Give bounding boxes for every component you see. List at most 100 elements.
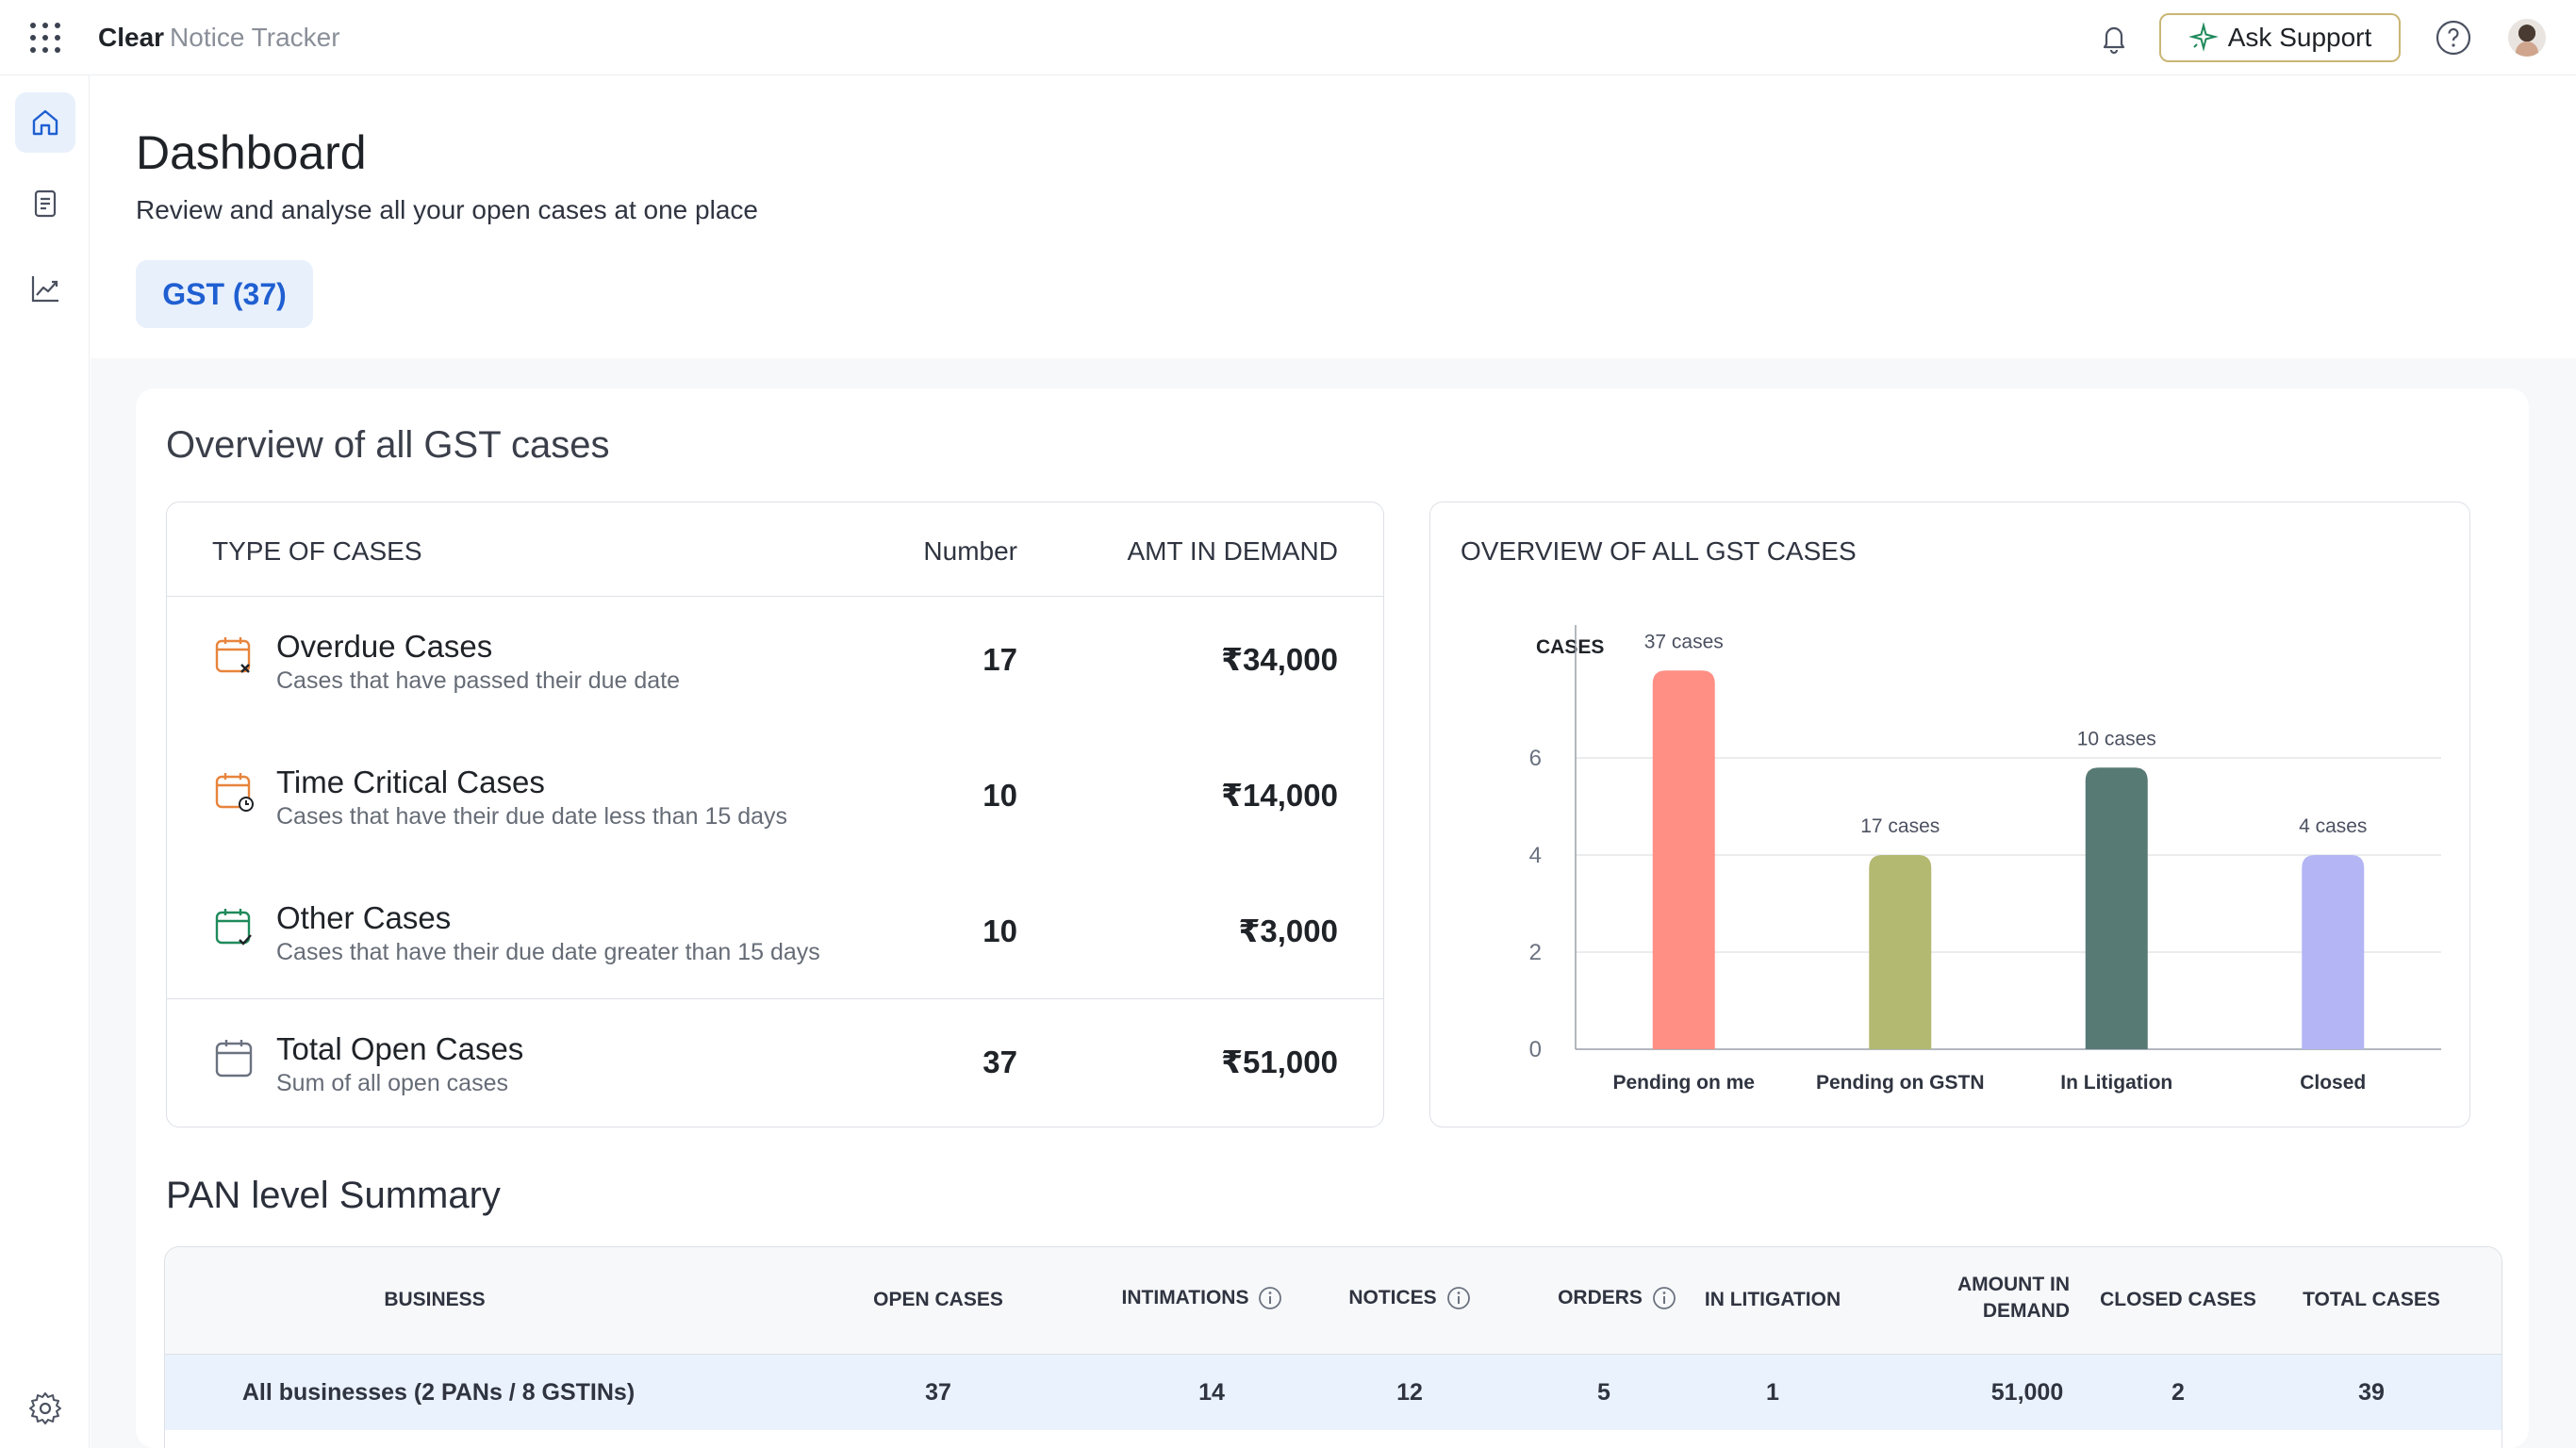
- col-in-litigation: IN LITIGATION: [1627, 1287, 1919, 1313]
- col-orders-label: ORDERS: [1558, 1287, 1643, 1308]
- col-amount-label: AMOUNT IN DEMAND: [1957, 1274, 2070, 1322]
- calendar-icon: [214, 1037, 256, 1080]
- case-amount: ₹3,000: [1238, 913, 1338, 948]
- case-desc: Cases that have passed their due date: [276, 667, 681, 694]
- col-total-cases: TOTAL CASES: [2277, 1287, 2466, 1313]
- data-label: 17 cases: [1860, 815, 1940, 837]
- bar-chart: CASES 0 2 4 6 37 cases Pending on me 17 cases Pe…: [1529, 625, 2441, 1094]
- table-header: TYPE OF CASES Number AMT IN DEMAND: [167, 502, 1383, 597]
- tab-gst[interactable]: GST (37): [136, 260, 313, 328]
- case-amount: ₹14,000: [1221, 778, 1338, 813]
- sidebar-item-analytics[interactable]: [15, 258, 75, 319]
- data-label: 37 cases: [1644, 631, 1724, 652]
- notification-bell-icon[interactable]: [2095, 19, 2133, 57]
- cell-in-litigation: 1: [1766, 1379, 1779, 1406]
- cell-business: All businesses (2 PANs / 8 GSTINs): [241, 1379, 636, 1406]
- sidebar-item-notices[interactable]: [15, 173, 75, 234]
- case-number: 10: [983, 913, 1017, 948]
- case-name: Total Open Cases: [276, 1031, 524, 1066]
- header-number: Number: [923, 536, 1017, 566]
- pan-summary-table: BUSINESS OPEN CASES INTIMATIONS NOTICES …: [164, 1246, 2502, 1448]
- brand-logo[interactable]: Clear Notice Tracker: [98, 21, 340, 55]
- y-tick-label: 6: [1529, 746, 1542, 771]
- x-tick-label: Closed: [2300, 1072, 2366, 1094]
- bar-pending-on-me: [1652, 670, 1715, 1049]
- col-intimations[interactable]: INTIMATIONS: [1042, 1285, 1362, 1311]
- col-total-cases-label: TOTAL CASES: [2303, 1289, 2440, 1310]
- cell-closed-cases: 2: [2171, 1379, 2185, 1406]
- data-label: 4 cases: [2299, 815, 2367, 837]
- pan-summary-title: PAN level Summary: [166, 1175, 501, 1216]
- ask-support-button[interactable]: Ask Support: [2159, 13, 2401, 62]
- chart-title: OVERVIEW OF ALL GST CASES: [1461, 536, 1857, 566]
- overview-title: Overview of all GST cases: [166, 424, 610, 466]
- cell-open-cases: 37: [925, 1379, 951, 1406]
- calendar-check-icon: [214, 906, 256, 949]
- col-notices[interactable]: NOTICES: [1268, 1285, 1551, 1311]
- sidebar-item-home[interactable]: [15, 92, 75, 153]
- case-name: Time Critical Cases: [276, 765, 545, 799]
- chart-line-icon: [31, 276, 58, 303]
- y-tick-label: 2: [1529, 940, 1542, 965]
- calendar-clock-icon: [214, 770, 256, 814]
- page-title: Dashboard: [136, 126, 367, 179]
- y-axis-title: CASES: [1536, 636, 1604, 658]
- bar-in-litigation: [2085, 767, 2148, 1049]
- x-tick-label: Pending on GSTN: [1816, 1072, 1985, 1094]
- col-amount-in-demand: AMOUNT IN DEMAND: [1919, 1272, 2070, 1325]
- case-number: 17: [983, 642, 1017, 677]
- case-row-time-critical[interactable]: Time Critical Cases Cases that have thei…: [167, 732, 1383, 861]
- app-grid-icon[interactable]: [28, 21, 62, 55]
- header-amount: AMT IN DEMAND: [1127, 536, 1339, 566]
- cell-notices: 12: [1396, 1379, 1423, 1406]
- help-icon[interactable]: [2435, 19, 2472, 57]
- pan-table-header: BUSINESS OPEN CASES INTIMATIONS NOTICES …: [165, 1247, 2502, 1355]
- case-number: 37: [983, 1045, 1017, 1079]
- top-bar: Clear Notice Tracker Ask Support: [0, 0, 2576, 75]
- header-type: TYPE OF CASES: [212, 536, 422, 566]
- case-amount: ₹51,000: [1221, 1045, 1338, 1079]
- bar-pending-on-gstn: [1869, 855, 1932, 1049]
- x-tick-label: Pending on me: [1612, 1072, 1755, 1094]
- gear-icon[interactable]: [26, 1390, 64, 1427]
- info-icon[interactable]: [1652, 1286, 1676, 1310]
- brand-secondary: Notice Tracker: [170, 23, 340, 52]
- case-name: Overdue Cases: [276, 629, 493, 664]
- case-row-total[interactable]: Total Open Cases Sum of all open cases 3…: [167, 998, 1383, 1127]
- document-icon: [34, 189, 57, 218]
- bar-closed: [2302, 855, 2365, 1049]
- x-tick-label: In Litigation: [2060, 1072, 2172, 1094]
- col-closed-cases: CLOSED CASES: [2084, 1287, 2272, 1313]
- table-row[interactable]: All businesses (2 PANs / 8 GSTINs) 37 14…: [165, 1355, 2502, 1430]
- sidebar: [0, 75, 90, 1448]
- col-open-cases: OPEN CASES: [825, 1287, 1051, 1313]
- calendar-x-icon: [214, 634, 256, 678]
- y-tick-label: 4: [1529, 843, 1542, 868]
- col-orders[interactable]: ORDERS: [1476, 1285, 1759, 1311]
- home-icon: [32, 109, 58, 136]
- col-business: BUSINESS: [331, 1287, 538, 1313]
- sparkle-icon: [2188, 23, 2219, 52]
- info-icon[interactable]: [1446, 1286, 1471, 1310]
- col-closed-cases-label: CLOSED CASES: [2100, 1289, 2256, 1310]
- case-desc: Cases that have their due date greater t…: [276, 939, 820, 965]
- col-notices-label: NOTICES: [1348, 1287, 1437, 1308]
- case-row-overdue[interactable]: Overdue Cases Cases that have passed the…: [167, 597, 1383, 725]
- case-number: 10: [983, 778, 1017, 813]
- case-amount: ₹34,000: [1221, 642, 1338, 677]
- col-in-litigation-label: IN LITIGATION: [1704, 1289, 1841, 1310]
- user-avatar[interactable]: [2508, 19, 2546, 57]
- case-desc: Sum of all open cases: [276, 1070, 508, 1096]
- y-tick-label: 0: [1529, 1037, 1542, 1062]
- data-label: 10 cases: [2077, 728, 2156, 749]
- case-desc: Cases that have their due date less than…: [276, 803, 788, 830]
- case-row-other[interactable]: Other Cases Cases that have their due da…: [167, 868, 1383, 996]
- cell-amount-in-demand: 51,000: [1990, 1379, 2064, 1406]
- brand-primary: Clear: [98, 23, 165, 52]
- col-intimations-label: INTIMATIONS: [1121, 1287, 1249, 1308]
- info-icon[interactable]: [1258, 1286, 1282, 1310]
- col-business-label: BUSINESS: [384, 1289, 486, 1310]
- cell-total-cases: 39: [2358, 1379, 2385, 1406]
- overview-chart: OVERVIEW OF ALL GST CASES CASES 0 2 4 6 37 ca…: [1429, 502, 2470, 1127]
- case-types-table: TYPE OF CASES Number AMT IN DEMAND Overd…: [166, 502, 1384, 1127]
